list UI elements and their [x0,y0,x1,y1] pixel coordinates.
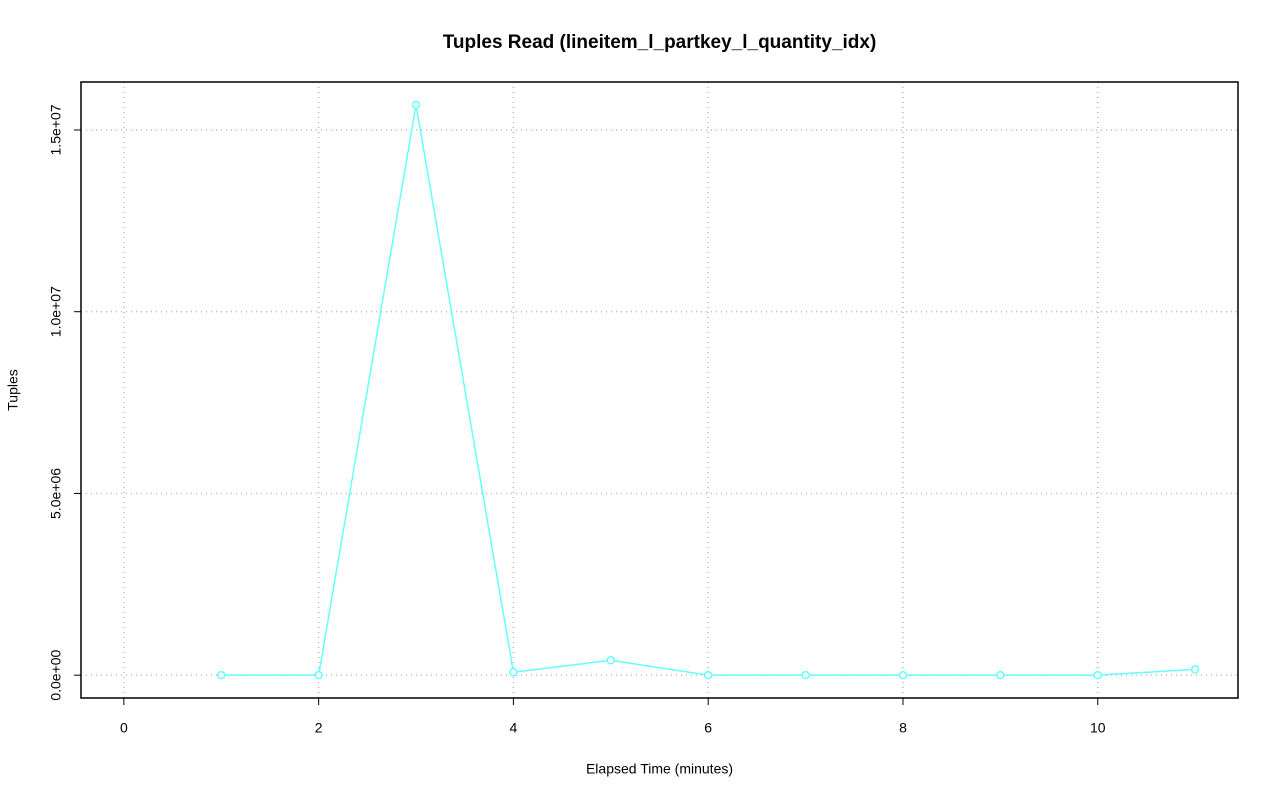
point [703,670,713,680]
y-tick-label: 0.0e+00 [48,649,64,700]
x-tick-label: 0 [120,720,128,736]
point [1190,665,1200,674]
chart-title: Tuples Read (lineitem_l_partkey_l_quanti… [443,32,877,53]
y-tick-label: 1.5e+07 [48,104,64,155]
point [314,670,323,680]
y-axis-label: Tuples [5,369,21,411]
point [1093,670,1103,680]
x-tick-label: 4 [510,720,518,736]
point [606,656,616,665]
x-tick-label: 8 [899,720,907,736]
plot-frame [80,81,1239,699]
y-tick-label: 5.0e+06 [48,468,64,519]
x-tick-label: 10 [1090,720,1106,736]
x-tick-label: 6 [704,720,712,736]
point [801,670,810,680]
x-axis-label: Elapsed Time (minutes) [586,761,733,777]
point [996,670,1005,680]
y-tick-label: 1.0e+07 [48,286,64,337]
x-tick-label: 2 [315,720,323,736]
point [216,670,226,680]
point [509,668,518,677]
point [898,670,908,680]
point [411,100,421,110]
